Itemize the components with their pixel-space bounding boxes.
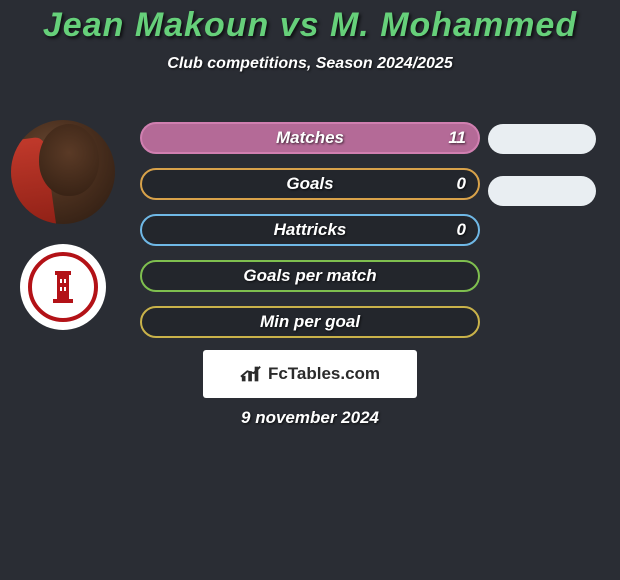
- comparison-pill-1: [488, 124, 596, 154]
- footer-brand-text: FcTables.com: [268, 364, 380, 384]
- date-text: 9 november 2024: [0, 408, 620, 428]
- stat-label: Hattricks: [274, 220, 347, 240]
- stat-label: Min per goal: [260, 312, 360, 332]
- stat-value: 0: [457, 220, 466, 240]
- subtitle: Club competitions, Season 2024/2025: [0, 55, 620, 73]
- stat-label: Goals per match: [243, 266, 376, 286]
- stat-value: 11: [448, 128, 466, 148]
- stat-row-matches: Matches 11: [140, 122, 480, 154]
- club-logo: [20, 244, 106, 330]
- stat-row-goals-per-match: Goals per match: [140, 260, 480, 292]
- page-title: Jean Makoun vs M. Mohammed: [0, 0, 620, 45]
- player-avatar: [11, 120, 115, 224]
- club-tower-icon: [43, 267, 83, 307]
- stat-row-goals: Goals 0: [140, 168, 480, 200]
- stats-panel: Matches 11 Goals 0 Hattricks 0 Goals per…: [140, 122, 480, 352]
- avatar-column: [8, 120, 118, 350]
- club-logo-inner: [28, 252, 98, 322]
- stat-value: 0: [457, 174, 466, 194]
- bar-chart-icon: [240, 364, 262, 384]
- stat-row-min-per-goal: Min per goal: [140, 306, 480, 338]
- stat-label: Matches: [276, 128, 344, 148]
- stat-label: Goals: [286, 174, 333, 194]
- comparison-pill-2: [488, 176, 596, 206]
- footer-badge[interactable]: FcTables.com: [203, 350, 417, 398]
- stat-row-hattricks: Hattricks 0: [140, 214, 480, 246]
